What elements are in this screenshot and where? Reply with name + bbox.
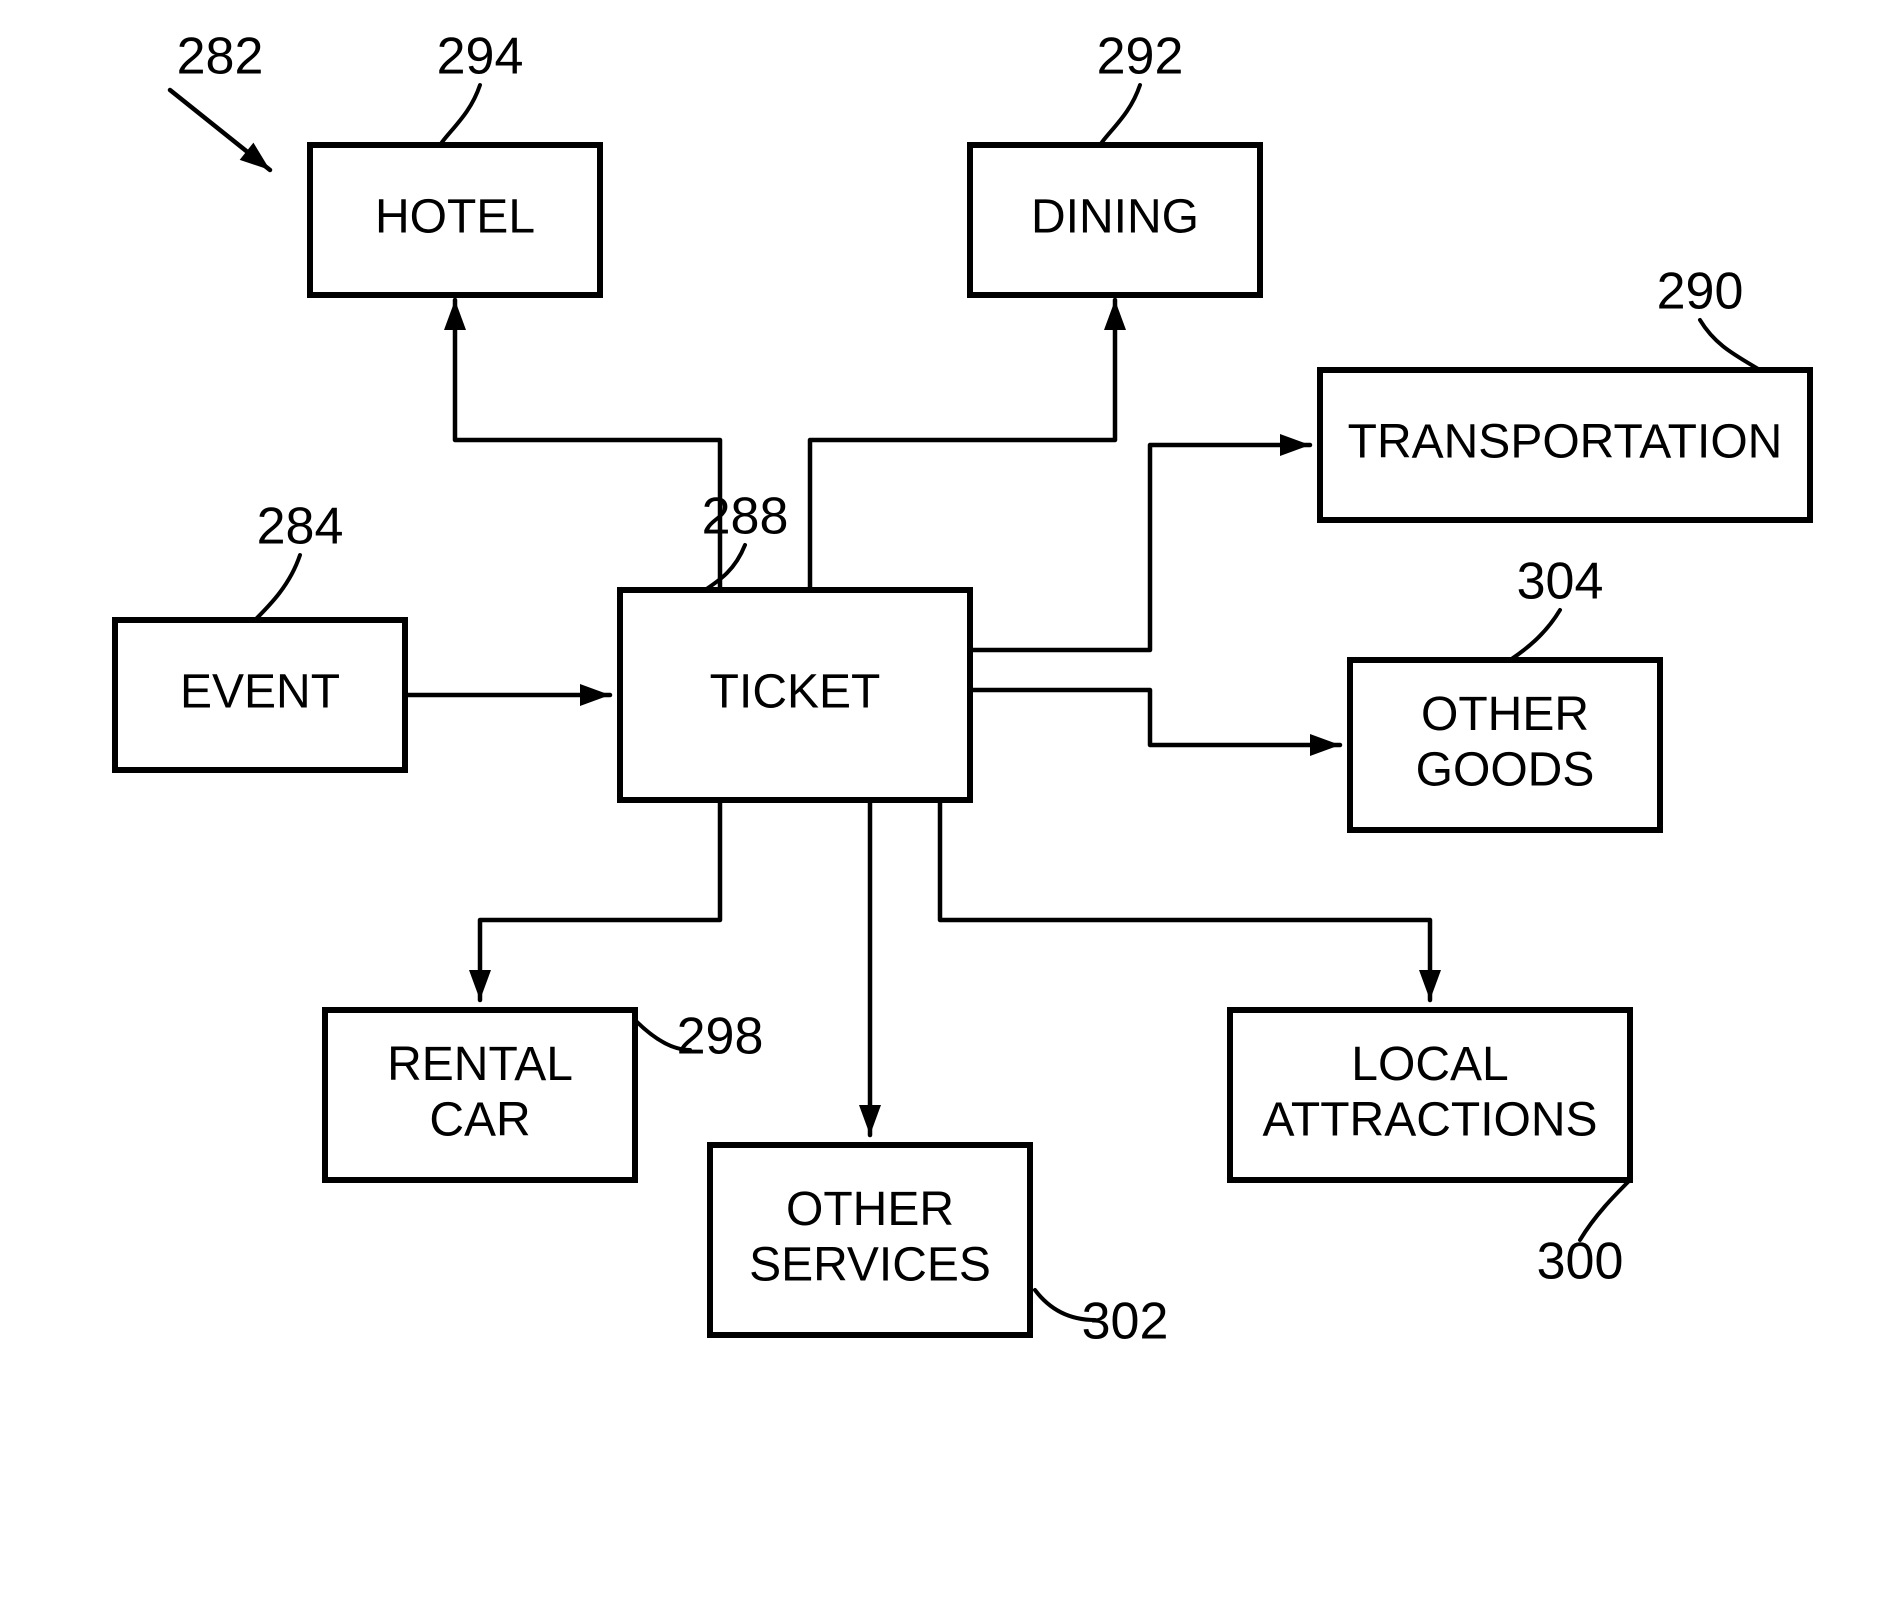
ref-leader	[1700, 320, 1760, 370]
node-label: HOTEL	[375, 191, 535, 244]
node-rental: RENTALCAR	[325, 1010, 635, 1180]
node-label: CAR	[429, 1093, 530, 1146]
arrowhead	[1419, 970, 1441, 1000]
arrowhead	[859, 1105, 881, 1135]
node-label: SERVICES	[749, 1238, 991, 1291]
ref-leader	[1580, 1180, 1630, 1240]
node-dining: DINING	[970, 145, 1260, 295]
arrowhead	[469, 970, 491, 1000]
figure-ref-282: 282	[177, 28, 264, 86]
arrowhead	[1104, 300, 1126, 330]
node-hotel: HOTEL	[310, 145, 600, 295]
node-transport: TRANSPORTATION	[1320, 370, 1810, 520]
node-ticket: TICKET	[620, 590, 970, 800]
ref-leader	[1510, 610, 1560, 660]
edge-2	[810, 300, 1115, 590]
ref-num-294: 294	[437, 28, 524, 86]
node-label: LOCAL	[1351, 1038, 1508, 1091]
ref-leader	[1100, 85, 1140, 145]
arrowhead	[580, 684, 610, 706]
ref-leader	[705, 545, 745, 590]
arrowhead	[444, 300, 466, 330]
ref-num-292: 292	[1097, 28, 1184, 86]
node-label: RENTAL	[387, 1038, 573, 1091]
node-label: DINING	[1031, 191, 1199, 244]
node-label: TICKET	[710, 666, 881, 719]
node-label: ATTRACTIONS	[1262, 1093, 1597, 1146]
arrowhead	[1280, 434, 1310, 456]
node-goods: OTHERGOODS	[1350, 660, 1660, 830]
ref-leader	[440, 85, 480, 145]
ref-num-298: 298	[677, 1008, 764, 1066]
edge-4	[970, 690, 1340, 745]
ref-leader	[255, 555, 300, 620]
edge-5	[480, 800, 720, 1000]
node-services: OTHERSERVICES	[710, 1145, 1030, 1335]
ref-num-304: 304	[1517, 553, 1604, 611]
node-event: EVENT	[115, 620, 405, 770]
ref-num-290: 290	[1657, 263, 1744, 321]
ref-num-284: 284	[257, 498, 344, 556]
edge-1	[455, 300, 720, 590]
arrowhead	[1310, 734, 1340, 756]
node-local: LOCALATTRACTIONS	[1230, 1010, 1630, 1180]
node-label: TRANSPORTATION	[1348, 416, 1783, 469]
edge-3	[970, 445, 1310, 650]
ref-num-288: 288	[702, 488, 789, 546]
node-label: EVENT	[180, 666, 340, 719]
node-label: GOODS	[1416, 743, 1595, 796]
node-label: OTHER	[786, 1183, 954, 1236]
node-label: OTHER	[1421, 688, 1589, 741]
diagram-canvas: 282 HOTEL 294 DINING 292 TRANSPORTATION 290 EVE…	[0, 0, 1879, 1614]
